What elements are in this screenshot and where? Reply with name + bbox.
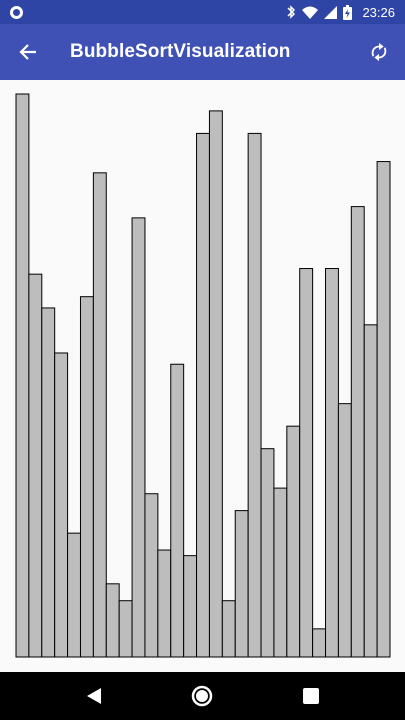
sort-bar [221, 600, 236, 658]
sort-bar [54, 352, 69, 658]
status-bar: 23:26 [0, 0, 405, 24]
sort-bar [196, 132, 210, 658]
sort-bar [170, 363, 185, 658]
nav-recents-icon [302, 688, 319, 704]
app-bar: BubbleSortVisualization [0, 24, 405, 80]
sort-bar [131, 217, 146, 658]
cell-signal-icon [324, 5, 338, 19]
wifi-icon [302, 6, 319, 19]
sort-bar [183, 555, 198, 658]
nav-back-icon [87, 688, 102, 704]
sort-bar [350, 206, 365, 658]
sort-bar [273, 487, 288, 658]
sort-bar [79, 296, 94, 658]
navigation-bar [0, 672, 405, 720]
sort-bar [234, 510, 249, 658]
sort-bar [92, 172, 107, 658]
sort-bar [41, 307, 56, 658]
app-title: BubbleSortVisualization [70, 41, 291, 62]
sort-bar [286, 425, 301, 658]
bluetooth-icon [287, 5, 296, 19]
sort-bar [363, 324, 378, 658]
sort-bar [376, 161, 391, 658]
sort-bar [67, 532, 81, 658]
nav-back-button[interactable] [70, 672, 118, 720]
sort-bar [28, 273, 43, 658]
battery-charging-icon [343, 4, 353, 20]
sort-bar [247, 132, 262, 658]
sort-bar [15, 93, 30, 658]
sort-bar [312, 628, 327, 658]
sort-bar [118, 600, 133, 658]
sort-visualization-area [0, 80, 405, 672]
sort-bar [325, 268, 339, 658]
nav-recents-button[interactable] [287, 672, 335, 720]
bars-chart [15, 93, 391, 658]
arrow-back-icon [19, 44, 36, 60]
sort-bar [208, 110, 223, 658]
notification-dot-icon [10, 5, 23, 19]
refresh-icon [371, 42, 387, 62]
status-clock: 23:26 [362, 4, 395, 20]
back-button[interactable] [0, 24, 56, 80]
sort-bar [260, 448, 275, 658]
nav-home-icon [192, 685, 213, 707]
nav-home-button[interactable] [178, 672, 226, 720]
sort-bar [157, 549, 172, 658]
sort-bar [337, 403, 352, 658]
sort-bar [144, 493, 159, 658]
sort-bar [105, 583, 120, 658]
refresh-button[interactable] [355, 24, 403, 80]
sort-bar [299, 268, 314, 658]
